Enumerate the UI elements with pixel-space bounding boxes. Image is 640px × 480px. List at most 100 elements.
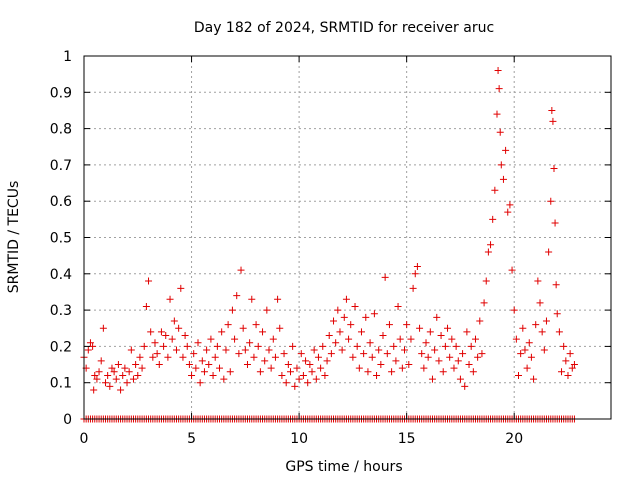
data-point bbox=[181, 332, 189, 340]
data-point bbox=[91, 371, 99, 379]
data-point bbox=[534, 277, 542, 285]
data-point bbox=[502, 146, 510, 154]
data-point bbox=[164, 353, 172, 361]
data-point bbox=[323, 357, 331, 365]
data-point bbox=[437, 332, 445, 340]
data-point bbox=[185, 361, 193, 369]
y-axis-label: SRMTID / TECUs bbox=[6, 181, 22, 294]
data-point bbox=[90, 386, 98, 394]
data-point bbox=[304, 379, 312, 387]
y-tick-label: 0.6 bbox=[50, 194, 72, 210]
data-point bbox=[463, 328, 471, 336]
data-point bbox=[286, 368, 294, 376]
data-point bbox=[491, 186, 499, 194]
data-point bbox=[102, 379, 110, 387]
data-point bbox=[385, 321, 393, 329]
data-point bbox=[228, 306, 236, 314]
data-point bbox=[381, 273, 389, 281]
data-point bbox=[345, 335, 353, 343]
data-point bbox=[336, 328, 344, 336]
data-point bbox=[265, 346, 273, 354]
data-point bbox=[97, 357, 105, 365]
data-point bbox=[194, 339, 202, 347]
data-point bbox=[416, 324, 424, 332]
data-point bbox=[357, 328, 365, 336]
data-point bbox=[162, 332, 170, 340]
data-point bbox=[246, 339, 254, 347]
data-point bbox=[241, 346, 249, 354]
data-point bbox=[276, 324, 284, 332]
x-tick-label: 15 bbox=[398, 431, 416, 447]
data-point bbox=[325, 332, 333, 340]
data-point bbox=[106, 382, 114, 390]
data-point bbox=[99, 324, 107, 332]
data-point bbox=[252, 321, 260, 329]
y-tick-label: 0.4 bbox=[50, 267, 72, 283]
y-tick-label: 0.3 bbox=[50, 303, 72, 319]
data-point bbox=[446, 353, 454, 361]
data-point bbox=[360, 350, 368, 358]
data-point bbox=[314, 353, 322, 361]
x-tick-label: 20 bbox=[505, 431, 523, 447]
data-point bbox=[138, 364, 146, 372]
y-tick-label: 0.7 bbox=[50, 158, 72, 174]
data-point bbox=[420, 364, 428, 372]
data-point bbox=[84, 346, 92, 354]
plot-frame bbox=[83, 55, 612, 420]
data-point bbox=[409, 284, 417, 292]
data-point bbox=[198, 357, 206, 365]
data-point bbox=[233, 292, 241, 300]
data-point bbox=[267, 364, 275, 372]
data-point bbox=[523, 364, 531, 372]
data-point bbox=[231, 335, 239, 343]
data-point bbox=[418, 350, 426, 358]
data-point bbox=[104, 371, 112, 379]
data-point bbox=[558, 368, 566, 376]
data-point bbox=[411, 270, 419, 278]
data-point bbox=[121, 364, 129, 372]
data-point bbox=[302, 357, 310, 365]
y-tick-label: 0.2 bbox=[50, 339, 72, 355]
data-point bbox=[560, 342, 568, 350]
data-point bbox=[155, 361, 163, 369]
series-layer bbox=[80, 67, 578, 423]
data-point bbox=[196, 379, 204, 387]
data-point bbox=[149, 353, 157, 361]
data-point bbox=[117, 386, 125, 394]
data-point bbox=[291, 382, 299, 390]
data-point bbox=[271, 353, 279, 361]
data-point bbox=[200, 368, 208, 376]
data-point bbox=[383, 350, 391, 358]
data-point bbox=[493, 110, 501, 118]
data-point bbox=[89, 342, 97, 350]
data-point bbox=[450, 364, 458, 372]
data-point bbox=[151, 339, 159, 347]
data-point bbox=[551, 219, 559, 227]
data-point bbox=[157, 328, 165, 336]
data-point bbox=[278, 371, 286, 379]
data-point bbox=[478, 350, 486, 358]
data-point bbox=[362, 313, 370, 321]
data-point bbox=[347, 321, 355, 329]
data-point bbox=[192, 364, 200, 372]
data-point bbox=[545, 248, 553, 256]
data-point bbox=[562, 357, 570, 365]
x-axis-label: GPS time / hours bbox=[285, 459, 402, 475]
data-point bbox=[456, 375, 464, 383]
data-point bbox=[218, 328, 226, 336]
data-point bbox=[216, 364, 224, 372]
data-point bbox=[519, 324, 527, 332]
data-point bbox=[338, 346, 346, 354]
data-point bbox=[431, 346, 439, 354]
data-point bbox=[312, 375, 320, 383]
data-point bbox=[284, 361, 292, 369]
data-point bbox=[112, 375, 120, 383]
data-point bbox=[317, 364, 325, 372]
data-point bbox=[525, 339, 533, 347]
data-point bbox=[390, 342, 398, 350]
data-point bbox=[396, 335, 404, 343]
data-point bbox=[334, 306, 342, 314]
x-tick-label: 0 bbox=[80, 431, 89, 447]
data-point bbox=[469, 368, 477, 376]
data-point bbox=[349, 353, 357, 361]
